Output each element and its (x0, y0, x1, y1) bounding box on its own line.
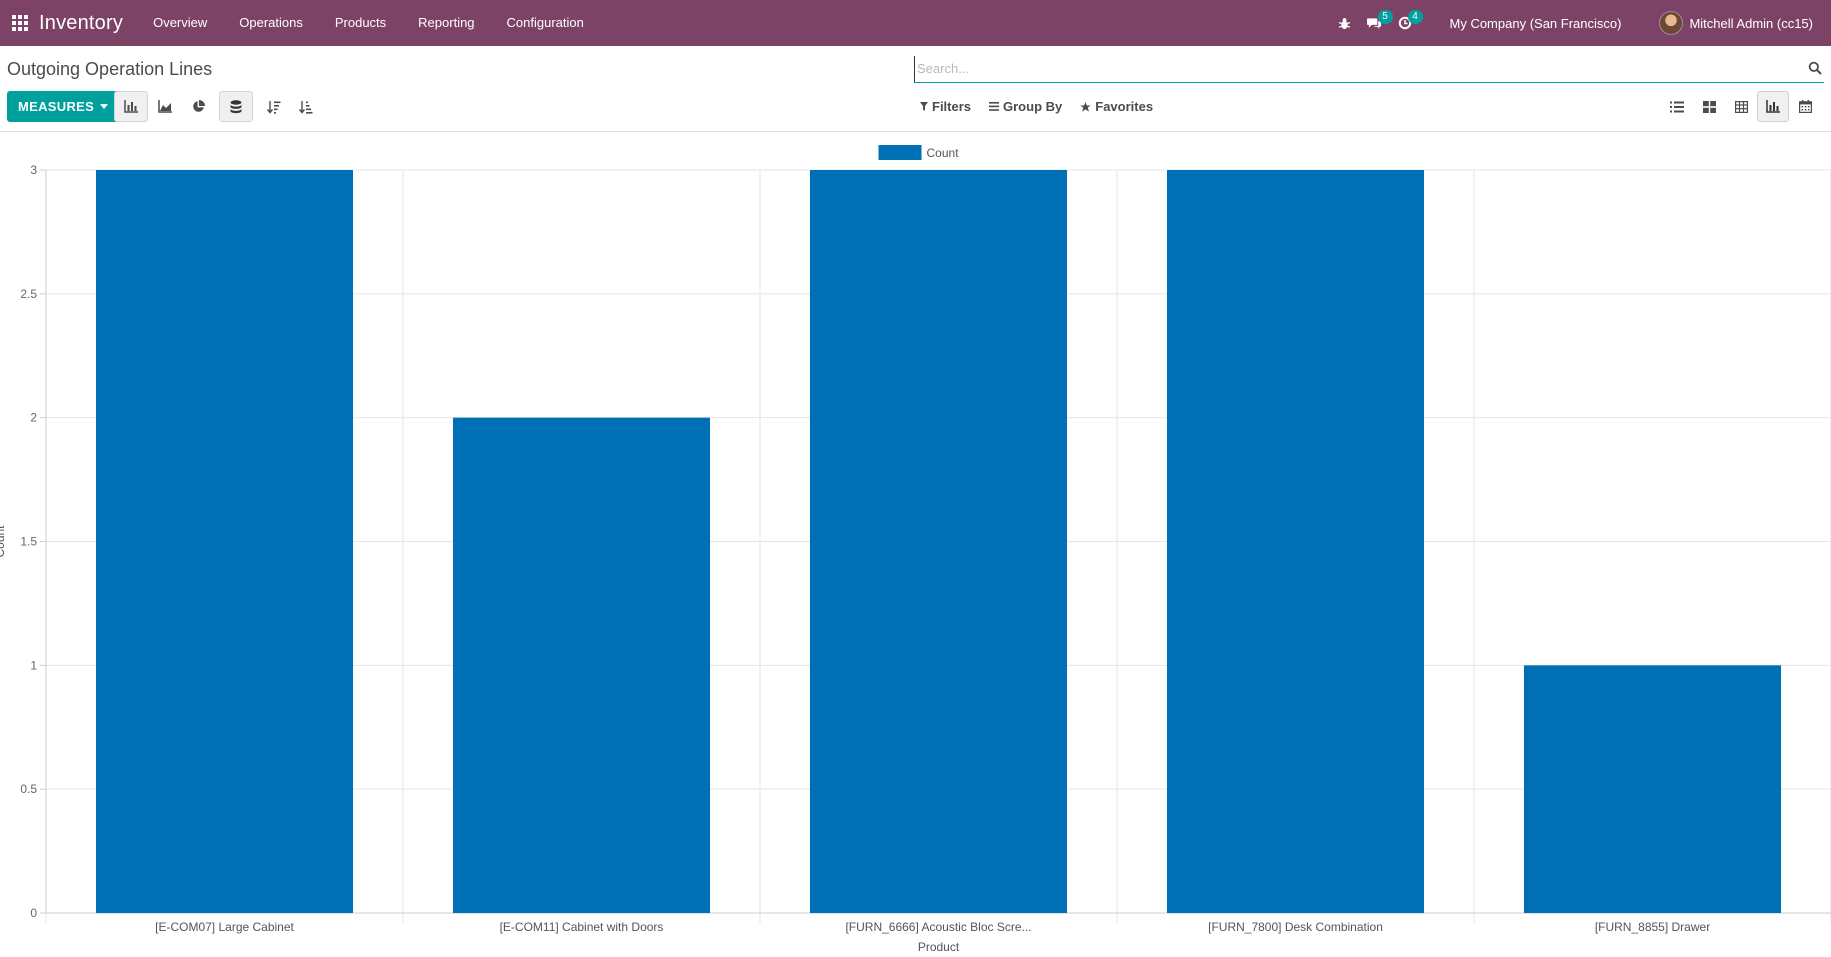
bar-chart: 0 0.5 1 1.5 2 2.5 3 [E-COM07] Large Cabinet [E-C… (0, 133, 1831, 952)
x-tick-label: [FURN_7800] Desk Combination (1208, 920, 1383, 934)
menu-operations[interactable]: Operations (223, 0, 319, 46)
kanban-view-button[interactable] (1693, 91, 1725, 122)
calendar-view-button[interactable] (1789, 91, 1821, 122)
page-title: Outgoing Operation Lines (7, 59, 212, 80)
bar[interactable] (810, 170, 1067, 913)
y-tick-label: 1.5 (20, 535, 37, 549)
x-tick-label: [FURN_8855] Drawer (1595, 920, 1710, 934)
menu-products[interactable]: Products (319, 0, 402, 46)
list-view-icon (1670, 101, 1684, 113)
bar[interactable] (1167, 170, 1424, 913)
menu-reporting[interactable]: Reporting (402, 0, 490, 46)
search-input[interactable] (914, 56, 1794, 82)
caret-down-icon (100, 104, 108, 109)
list-view-button[interactable] (1661, 91, 1693, 122)
pie-chart-icon (192, 100, 205, 113)
user-menu[interactable]: Mitchell Admin (cc15) (1659, 11, 1813, 35)
x-tick-label: [E-COM07] Large Cabinet (155, 920, 294, 934)
x-tick-label: [FURN_6666] Acoustic Bloc Scre... (845, 920, 1031, 934)
y-tick-label: 2.5 (20, 287, 37, 301)
y-tick-label: 0.5 (20, 782, 37, 796)
systray: 5 4 My Company (San Francisco) Mitchell … (1330, 0, 1831, 46)
search-icon[interactable] (1808, 61, 1822, 75)
bar-chart-icon (124, 100, 138, 113)
table-view-icon (1735, 101, 1748, 113)
group-by-label: Group By (1003, 99, 1062, 114)
list-icon (989, 102, 999, 111)
apps-menu-icon[interactable] (5, 0, 35, 46)
activities-badge: 4 (1408, 10, 1423, 24)
legend-label[interactable]: Count (927, 146, 960, 160)
y-tick-label: 2 (30, 411, 37, 425)
legend-swatch[interactable] (879, 145, 922, 160)
graph-view-button[interactable] (1757, 91, 1789, 122)
favorites-button[interactable]: Favorites (1080, 99, 1153, 114)
sort-descending-icon (267, 100, 281, 114)
app-title[interactable]: Inventory (39, 12, 123, 35)
x-axis-title: Product (918, 940, 960, 952)
view-switcher (1661, 91, 1821, 122)
bar[interactable] (1524, 665, 1781, 913)
bar-chart-mode-button[interactable] (114, 91, 148, 122)
filters-button[interactable]: Filters (920, 99, 971, 114)
control-panel: Outgoing Operation Lines MEASURES (0, 46, 1831, 132)
filter-icon (920, 102, 928, 111)
favorites-label: Favorites (1095, 99, 1153, 114)
filters-label: Filters (932, 99, 971, 114)
pie-chart-mode-button[interactable] (181, 91, 215, 122)
activities-icon[interactable]: 4 (1390, 0, 1420, 46)
graph-view: 0 0.5 1 1.5 2 2.5 3 [E-COM07] Large Cabinet [E-C… (0, 133, 1831, 952)
area-chart-icon (158, 100, 172, 113)
database-icon (230, 100, 242, 114)
search-bar (914, 55, 1824, 83)
menu-overview[interactable]: Overview (137, 0, 223, 46)
search-panel-buttons: Filters Group By Favorites (920, 91, 1171, 122)
kanban-view-icon (1703, 101, 1716, 113)
measures-button[interactable]: MEASURES (7, 91, 119, 122)
stacked-toggle-button[interactable] (219, 91, 253, 122)
user-name: Mitchell Admin (cc15) (1689, 16, 1813, 31)
measures-label: MEASURES (18, 99, 94, 114)
top-navbar: Inventory Overview Operations Products R… (0, 0, 1831, 46)
graph-view-icon (1766, 100, 1780, 113)
messages-icon[interactable]: 5 (1360, 0, 1390, 46)
company-switcher[interactable]: My Company (San Francisco) (1450, 16, 1622, 31)
sort-descending-button[interactable] (257, 91, 291, 122)
star-icon (1080, 102, 1091, 112)
y-tick-label: 0 (30, 906, 37, 920)
calendar-view-icon (1799, 100, 1812, 113)
x-tick-label: [E-COM11] Cabinet with Doors (500, 920, 664, 934)
bar[interactable] (96, 170, 353, 913)
sort-ascending-button[interactable] (289, 91, 323, 122)
bug-icon[interactable] (1330, 0, 1360, 46)
y-axis-title: Count (0, 525, 7, 558)
sort-ascending-icon (299, 100, 313, 114)
menu-configuration[interactable]: Configuration (491, 0, 600, 46)
pivot-view-button[interactable] (1725, 91, 1757, 122)
bar[interactable] (453, 418, 710, 913)
y-tick-label: 3 (30, 163, 37, 177)
line-chart-mode-button[interactable] (148, 91, 182, 122)
avatar (1659, 11, 1683, 35)
group-by-button[interactable]: Group By (989, 99, 1062, 114)
y-tick-label: 1 (30, 658, 37, 672)
